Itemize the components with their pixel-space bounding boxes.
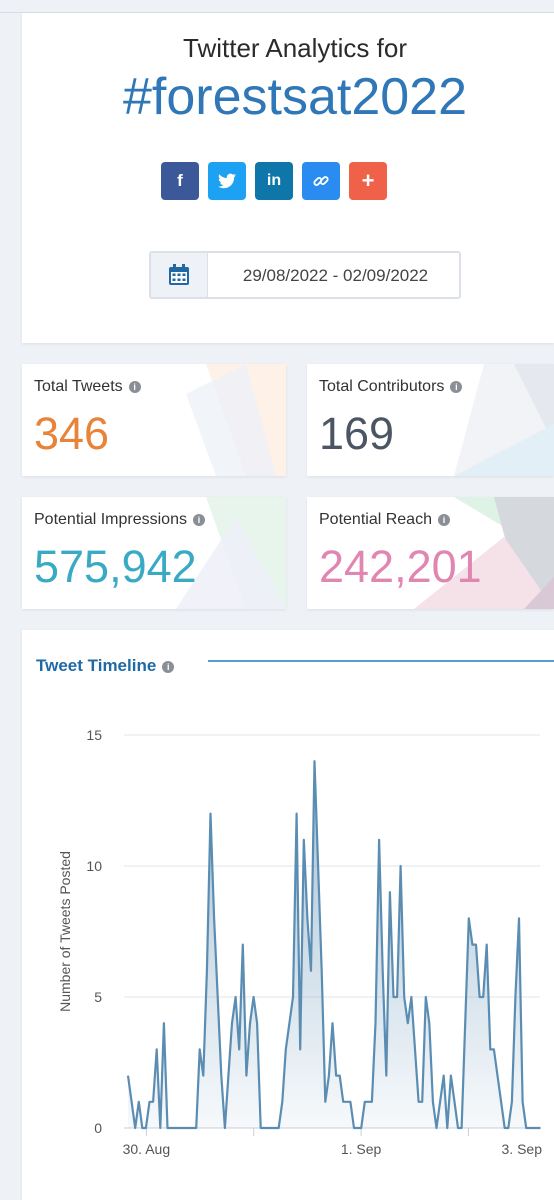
tweet-timeline-card: Tweet Timeline i 0 5 10 15 Number of Tweets P…: [22, 630, 554, 1200]
y-tick-label: 10: [86, 858, 102, 874]
date-range-input[interactable]: [208, 253, 463, 299]
analytics-subtitle: Twitter Analytics for: [183, 33, 407, 63]
more-share-button[interactable]: +: [349, 162, 387, 200]
total-contributors-card: Total Contributors i 169: [307, 364, 554, 476]
info-icon[interactable]: i: [128, 381, 141, 393]
info-icon[interactable]: i: [437, 514, 450, 526]
info-icon[interactable]: i: [192, 514, 205, 526]
potential-reach-value: 242,201: [319, 541, 482, 592]
title-divider: [208, 660, 554, 662]
link-share-button[interactable]: [302, 162, 340, 200]
y-axis-label: Number of Tweets Posted: [57, 851, 73, 1012]
calendar-button[interactable]: [151, 253, 208, 297]
total-contributors-label: Total Contributors i: [319, 378, 463, 396]
card-decoration: [176, 497, 286, 609]
date-range-picker[interactable]: [149, 251, 463, 299]
facebook-share-button[interactable]: f: [161, 162, 199, 200]
header-card: Twitter Analytics for #forestsat2022 f i…: [22, 13, 554, 343]
x-tick-label: 30. Aug: [123, 1141, 171, 1157]
y-tick-label: 0: [94, 1120, 102, 1136]
total-contributors-value: 169: [319, 408, 395, 459]
potential-impressions-label: Potential Impressions i: [34, 511, 205, 529]
card-decoration: [454, 364, 554, 476]
tweet-timeline-title: Tweet Timeline i: [36, 656, 175, 676]
plus-icon: +: [361, 168, 375, 193]
series-line: [126, 760, 541, 1130]
total-tweets-label: Total Tweets i: [34, 378, 141, 396]
y-tick-label: 5: [94, 989, 102, 1005]
hashtag-title: #forestsat2022: [122, 68, 468, 126]
potential-reach-card: Potential Reach i 242,201: [307, 497, 554, 609]
linkedin-icon: in: [266, 172, 282, 189]
facebook-icon: f: [177, 171, 183, 190]
total-tweets-card: Total Tweets i 346: [22, 364, 286, 476]
twitter-icon: [218, 173, 236, 189]
linkedin-share-button[interactable]: in: [255, 162, 293, 200]
info-icon[interactable]: i: [450, 381, 463, 393]
x-tick-label: 1. Sep: [341, 1141, 382, 1157]
top-bar: [0, 0, 554, 13]
link-icon: [313, 176, 329, 186]
y-tick-label: 15: [86, 727, 102, 743]
potential-reach-label: Potential Reach i: [319, 511, 450, 529]
potential-impressions-value: 575,942: [34, 541, 197, 592]
x-tick-label: 3. Sep: [502, 1141, 543, 1157]
tweet-timeline-chart[interactable]: 0 5 10 15 Number of Tweets Posted 30. Aug 1. S…: [22, 630, 554, 1200]
card-decoration: [414, 497, 554, 609]
calendar-icon: [169, 264, 189, 285]
info-icon[interactable]: i: [162, 661, 175, 673]
total-tweets-value: 346: [34, 408, 110, 459]
potential-impressions-card: Potential Impressions i 575,942: [22, 497, 286, 609]
twitter-share-button[interactable]: [208, 162, 246, 200]
card-decoration: [186, 364, 286, 476]
series-area: [128, 761, 541, 1128]
